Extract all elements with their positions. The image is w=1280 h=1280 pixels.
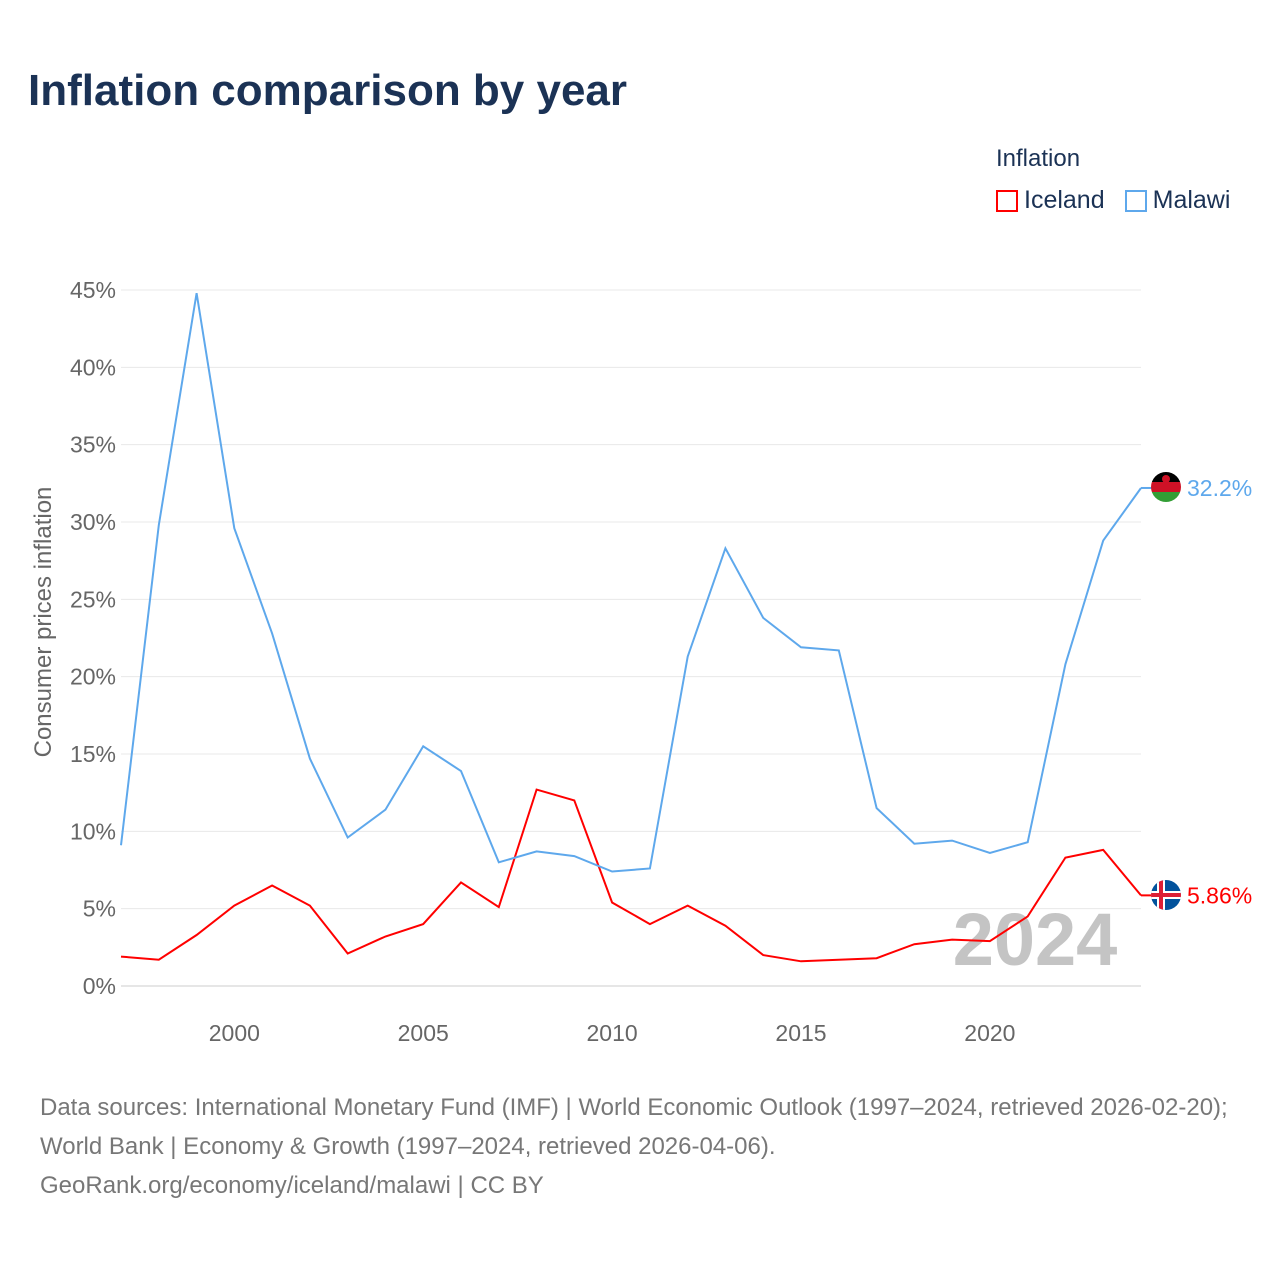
- attribution[interactable]: GeoRank.org/economy/iceland/malawi | CC …: [40, 1172, 544, 1199]
- chart-svg: 0% 5% 10% 15% 20% 25% 30% 35% 40% 45% 2000 2005 2010…: [30, 277, 1252, 1046]
- x-tick-label: 2005: [398, 1020, 449, 1046]
- legend-title: Inflation: [996, 145, 1081, 172]
- data-sources: Data sources: International Monetary Fun…: [40, 1094, 1228, 1160]
- chart-title: Inflation comparison by year: [28, 66, 628, 115]
- y-tick-label: 20%: [70, 664, 116, 690]
- iceland-flag-icon: [1151, 880, 1181, 910]
- x-tick-label: 2020: [964, 1020, 1015, 1046]
- legend-item-malawi[interactable]: Malawi: [1124, 186, 1231, 215]
- y-axis-label: Consumer prices inflation: [30, 487, 57, 758]
- y-tick-label: 30%: [70, 509, 116, 535]
- y-tick-label: 40%: [70, 354, 116, 380]
- legend-swatch-iceland: [996, 189, 1018, 212]
- source-note: Data sources: International Monetary Fun…: [40, 1088, 1250, 1205]
- end-value-label-malawi: 32.2%: [1187, 475, 1252, 501]
- series-line-malawi: [120, 292, 1142, 873]
- y-tick-label: 5%: [83, 896, 116, 922]
- year-watermark: 2024: [953, 898, 1118, 981]
- legend: Iceland Malawi: [996, 186, 1230, 215]
- y-tick-label: 45%: [70, 277, 116, 303]
- y-tick-label: 35%: [70, 432, 116, 458]
- x-tick-label: 2000: [209, 1020, 260, 1046]
- y-tick-label: 15%: [70, 741, 116, 767]
- y-tick-label: 25%: [70, 586, 116, 612]
- series-line-iceland: [120, 788, 1142, 963]
- legend-label: Iceland: [1024, 186, 1105, 214]
- x-tick-label: 2010: [587, 1020, 638, 1046]
- x-tick-label: 2015: [775, 1020, 826, 1046]
- legend-swatch-malawi: [1124, 189, 1147, 212]
- end-value-label-iceland: 5.86%: [1187, 882, 1252, 908]
- y-tick-label: 0%: [83, 973, 116, 999]
- legend-item-iceland[interactable]: Iceland: [996, 186, 1105, 215]
- malawi-flag-icon: [1151, 472, 1181, 502]
- y-tick-label: 10%: [70, 818, 116, 844]
- legend-label: Malawi: [1152, 186, 1231, 214]
